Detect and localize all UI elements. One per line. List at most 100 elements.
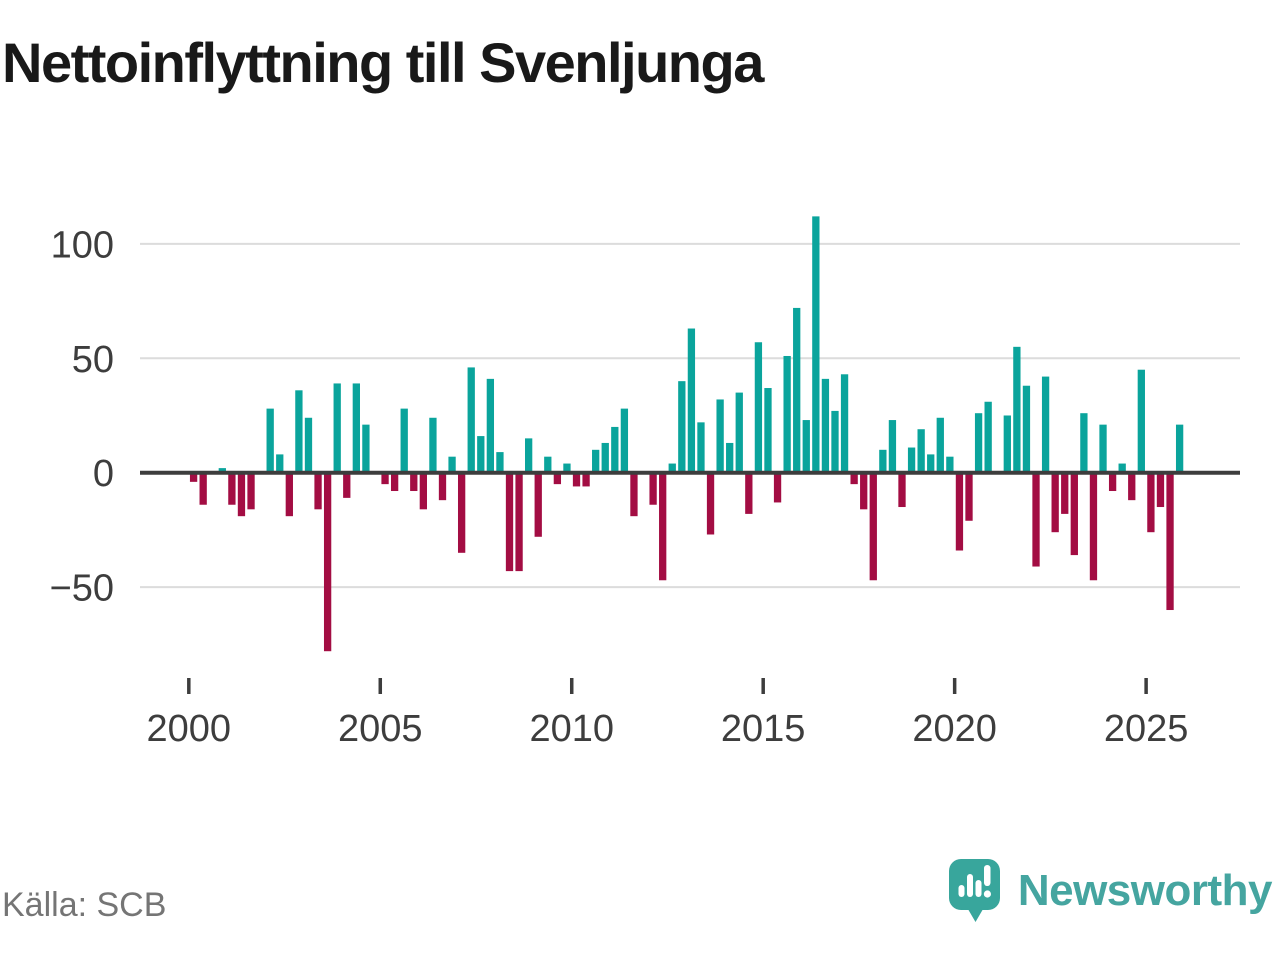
bar-2017-Q4 (869, 472, 877, 581)
bar-2017-Q3 (860, 472, 868, 510)
bar-2025-Q3 (1166, 472, 1174, 611)
bar-2002-Q4 (295, 390, 303, 473)
bar-2015-Q4 (793, 307, 801, 473)
bar-2008-Q1 (496, 452, 504, 473)
y-tick-label-50: 50 (72, 339, 114, 381)
logo-exclamation-bar (983, 865, 991, 886)
bar-2013-Q2 (697, 422, 705, 473)
bar-2006-Q3 (438, 472, 447, 501)
x-tick-label-2010: 2010 (529, 708, 614, 750)
bar-2003-Q1 (304, 417, 313, 473)
bar-2017-Q2 (850, 472, 858, 485)
bar-2001-Q1 (228, 472, 236, 505)
source-note: Källa: SCB (2, 886, 167, 924)
bar-2023-Q4 (1099, 424, 1107, 473)
bar-2013-Q3 (706, 472, 715, 535)
x-tick-label-2025: 2025 (1104, 708, 1189, 750)
bar-2016-Q2 (812, 216, 820, 473)
bar-2011-Q2 (620, 408, 629, 473)
bar-2010-Q1 (572, 472, 581, 487)
bar-2006-Q1 (419, 472, 427, 510)
x-tick-label-2015: 2015 (721, 708, 806, 750)
bar-2019-Q4 (946, 456, 954, 473)
bar-2007-Q2 (467, 367, 475, 473)
bar-2008-Q3 (515, 472, 523, 572)
bar-2006-Q4 (448, 456, 456, 473)
bar-2013-Q1 (687, 328, 696, 473)
bar-2021-Q3 (1013, 346, 1021, 473)
bar-2024-Q4 (1137, 369, 1145, 473)
bar-2010-Q2 (582, 472, 590, 487)
bar-2004-Q3 (362, 424, 370, 473)
bar-2001-Q3 (247, 472, 255, 510)
bar-2020-Q3 (974, 413, 983, 473)
x-tick-label-2005: 2005 (338, 708, 423, 750)
bar-2020-Q1 (955, 472, 964, 551)
bar-2000-Q4 (218, 468, 226, 473)
bars (189, 216, 1184, 652)
chart-title: Nettoinflyttning till Svenljunga (2, 31, 764, 94)
bar-2016-Q4 (831, 410, 839, 473)
bar-2022-Q2 (1041, 376, 1050, 473)
bar-2006-Q2 (429, 417, 437, 473)
bar-2016-Q3 (821, 378, 830, 473)
bar-2014-Q2 (735, 392, 743, 473)
bar-2015-Q3 (783, 355, 791, 473)
bar-2003-Q3 (323, 472, 332, 652)
bar-2016-Q1 (802, 420, 810, 473)
bar-2010-Q3 (592, 449, 600, 473)
bar-2015-Q2 (773, 472, 782, 503)
x-tick-label-2000: 2000 (147, 708, 232, 750)
bar-2015-Q1 (764, 388, 772, 473)
bar-2025-Q2 (1156, 472, 1165, 508)
speech-bubble-shape (948, 859, 1000, 922)
bar-2007-Q1 (457, 472, 466, 553)
bar-2018-Q2 (888, 420, 897, 473)
newsworthy-logo: Newsworthy (948, 858, 1273, 924)
bar-2009-Q4 (563, 463, 571, 473)
bar-2023-Q2 (1080, 413, 1088, 473)
bar-2004-Q1 (343, 472, 351, 498)
bar-2023-Q1 (1070, 472, 1078, 556)
bar-2019-Q2 (927, 454, 935, 473)
bar-2000-Q2 (199, 472, 207, 505)
bar-2009-Q2 (544, 456, 552, 473)
bar-2024-Q1 (1108, 472, 1117, 492)
bar-2025-Q1 (1147, 472, 1155, 533)
bar-2005-Q1 (381, 472, 389, 485)
logo-exclamation-dot (983, 890, 991, 898)
bar-2012-Q4 (678, 381, 686, 473)
bar-2014-Q4 (754, 342, 763, 473)
newsworthy-speech-bubble-chart-icon (948, 859, 1000, 922)
bar-2003-Q2 (314, 472, 322, 510)
bar-2024-Q3 (1128, 472, 1136, 501)
bar-2021-Q4 (1022, 385, 1031, 473)
bar-2001-Q2 (237, 472, 246, 517)
bar-2013-Q4 (716, 399, 724, 473)
bar-2020-Q4 (984, 401, 992, 473)
bar-2003-Q4 (333, 383, 341, 473)
bar-2002-Q2 (276, 454, 284, 473)
bar-2023-Q3 (1089, 472, 1098, 581)
bar-2007-Q3 (477, 436, 485, 473)
bar-2012-Q2 (659, 472, 667, 581)
bar-2005-Q3 (400, 408, 408, 473)
y-axis-labels: 100 50 0 −50 (50, 224, 114, 609)
bar-2021-Q2 (1003, 415, 1011, 473)
logo-bar-3 (975, 880, 982, 897)
bar-2020-Q2 (965, 472, 973, 521)
y-tick-label-100: 100 (51, 224, 114, 266)
bar-2024-Q2 (1118, 463, 1126, 473)
bar-2014-Q1 (726, 442, 734, 473)
bar-2014-Q3 (745, 472, 753, 514)
bar-2004-Q2 (352, 383, 360, 473)
bar-2018-Q4 (907, 447, 916, 473)
bar-2022-Q3 (1051, 472, 1059, 533)
bar-2019-Q1 (917, 429, 925, 473)
bar-2018-Q3 (898, 472, 906, 508)
bar-2025-Q4 (1175, 424, 1184, 473)
y-tick-label-0: 0 (93, 453, 114, 495)
x-tick-label-2020: 2020 (912, 708, 997, 750)
bar-2005-Q4 (410, 472, 418, 492)
bar-2012-Q1 (649, 472, 657, 505)
